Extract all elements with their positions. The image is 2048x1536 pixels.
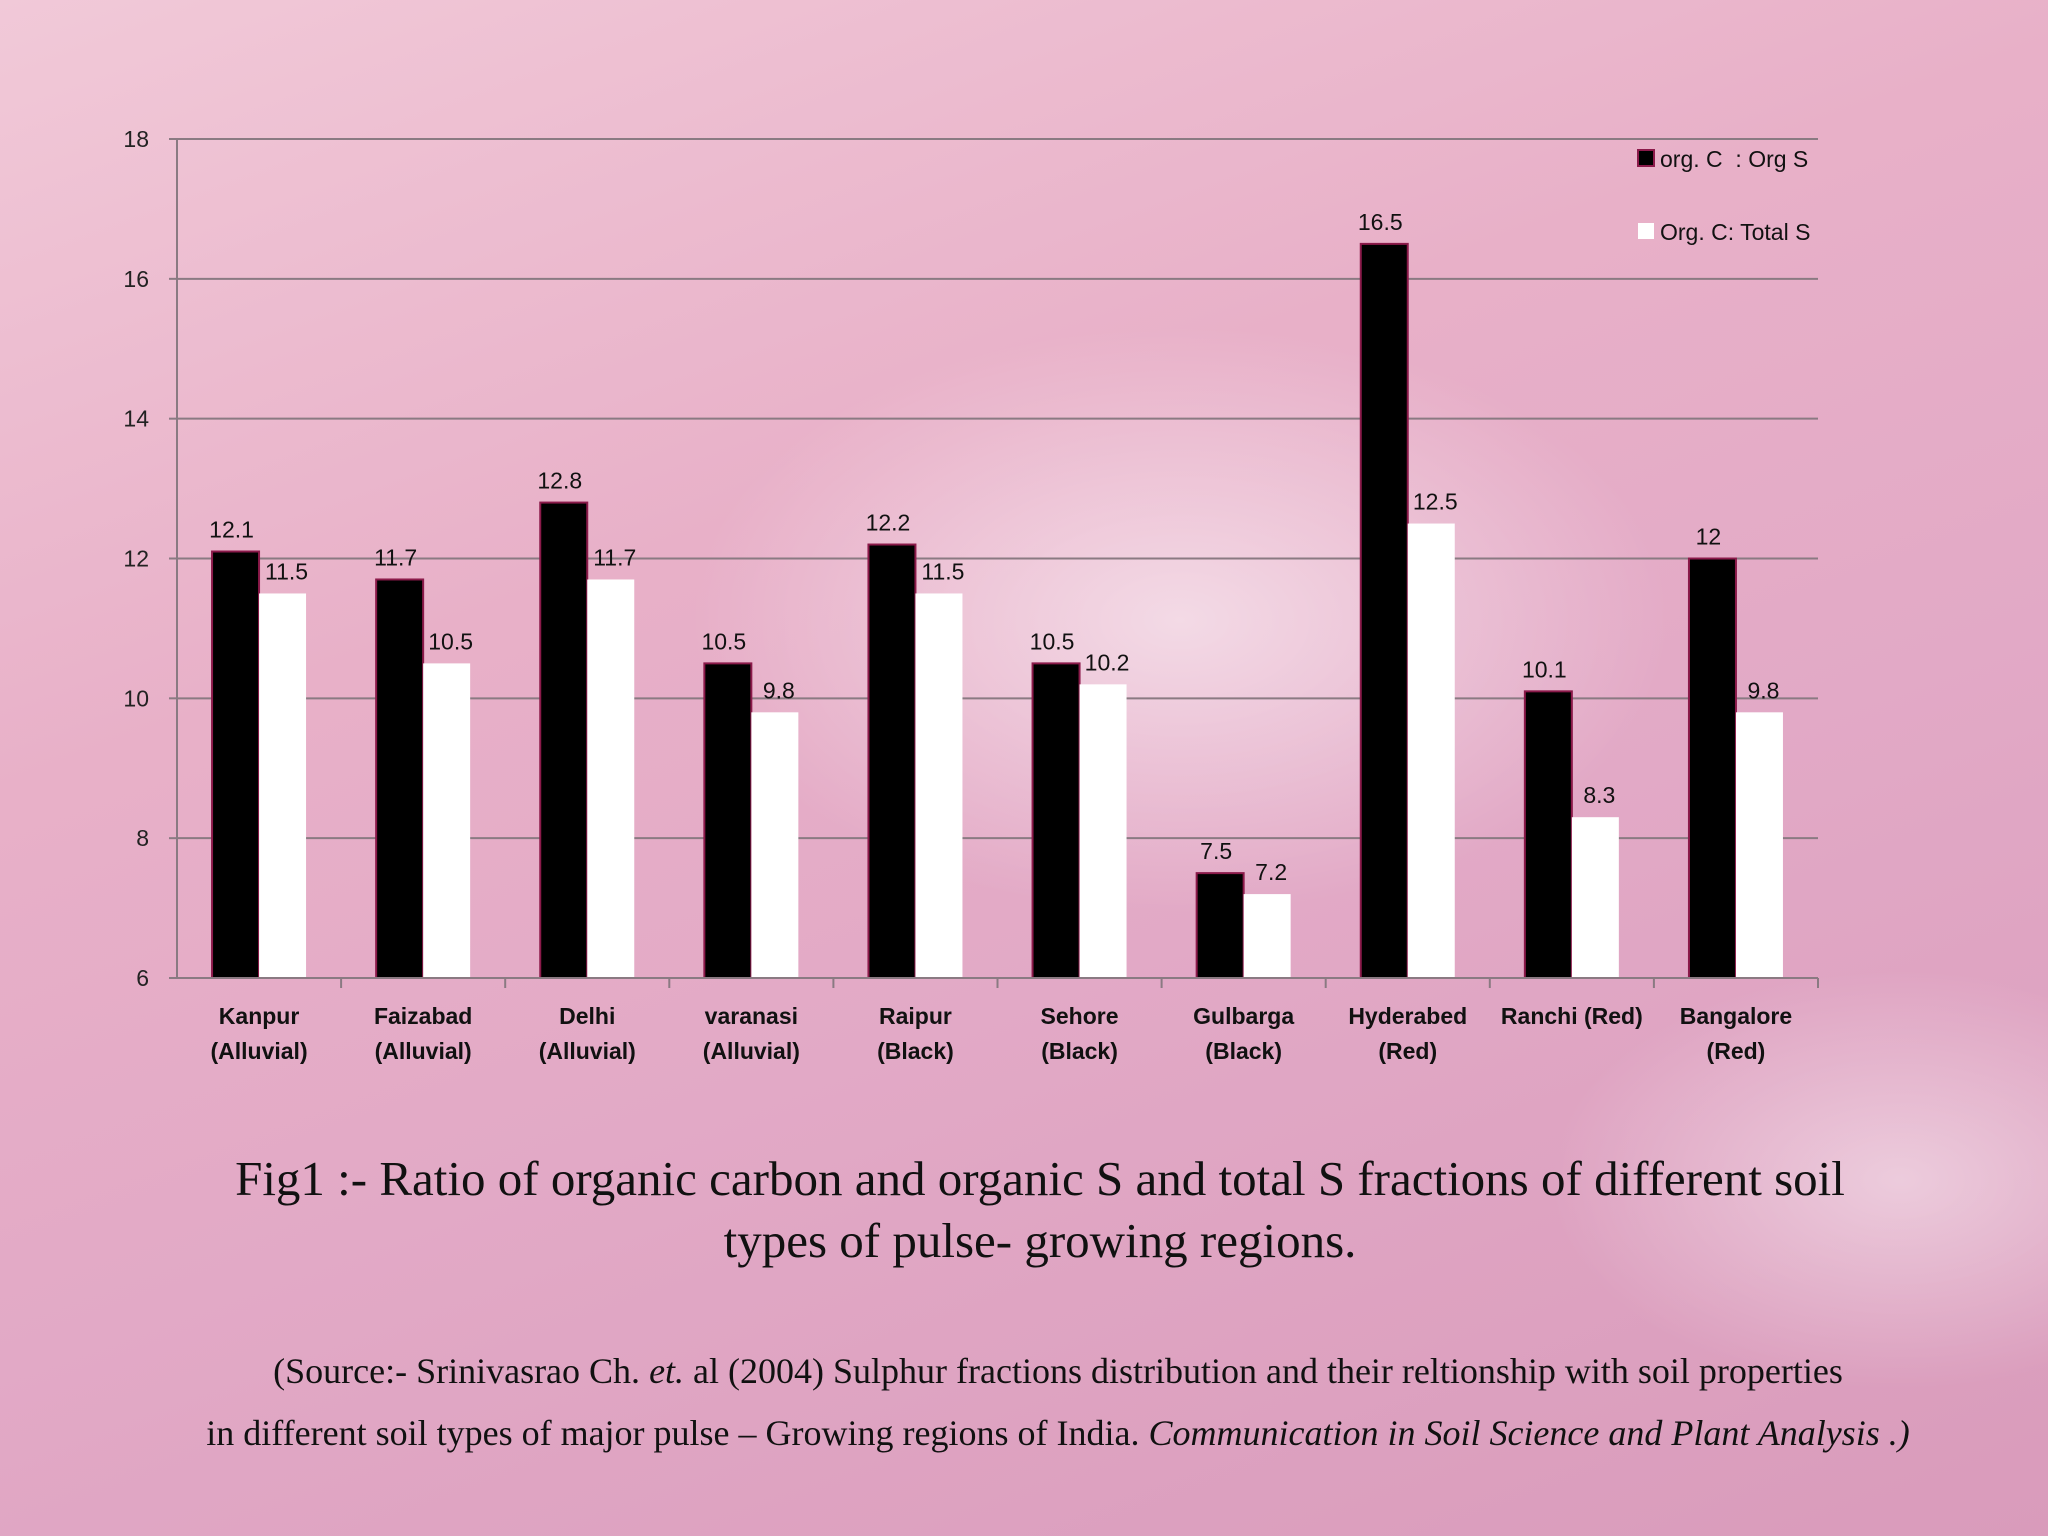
bar-org-c-total-s: [1079, 684, 1127, 978]
caption-line-2: types of pulse- growing regions.: [723, 1213, 1357, 1268]
x-category-label: (Black): [1205, 1038, 1282, 1064]
source-journal: Communication in Soil Science and Plant …: [1148, 1413, 1910, 1453]
bar-org-c-org-s: [1523, 690, 1573, 979]
legend-swatch: [1638, 223, 1654, 239]
bar-org-c-total-s: [1735, 712, 1783, 978]
bar-chart: 6 8 10 12 14 16 18 12.1 11.5 11.7 10.5 12.8 11.7 10.…: [123, 126, 1819, 1064]
y-tick-label: 10: [123, 685, 149, 711]
bar-org-c-org-s: [867, 543, 917, 979]
bar-org-c-total-s: [1571, 817, 1619, 978]
data-label: 11.7: [593, 544, 636, 570]
data-label: 12: [1696, 524, 1722, 550]
bar-org-c-total-s: [751, 712, 799, 978]
bar-org-c-total-s: [1407, 523, 1455, 978]
x-category-label: (Black): [877, 1038, 954, 1064]
x-category-label: Delhi: [559, 1003, 615, 1029]
bars: [211, 242, 1783, 980]
data-label: 7.2: [1255, 859, 1287, 885]
bar-org-c-org-s: [703, 662, 753, 979]
data-label: 9.8: [1747, 677, 1779, 703]
x-category-label: Kanpur: [219, 1003, 300, 1029]
x-category-label: Bangalore: [1680, 1003, 1792, 1029]
x-category-label: (Alluvial): [703, 1038, 800, 1064]
data-label: 12.2: [866, 510, 911, 536]
bar-org-c-total-s: [259, 593, 307, 978]
y-tick-label: 18: [123, 126, 149, 152]
figure-caption: Fig1 :- Ratio of organic carbon and orga…: [150, 1148, 1930, 1272]
x-category-label: (Alluvial): [539, 1038, 636, 1064]
bar-org-c-total-s: [587, 579, 635, 978]
x-category-label: (Black): [1041, 1038, 1118, 1064]
data-labels: 12.1 11.5 11.7 10.5 12.8 11.7 10.5 9.8 12.2 11.5 1…: [209, 209, 1779, 885]
x-category-label: (Alluvial): [210, 1038, 307, 1064]
x-category-label: varanasi: [705, 1003, 798, 1029]
data-label: 11.7: [374, 544, 417, 570]
bar-org-c-org-s: [375, 578, 425, 979]
x-axis: Kanpur (Alluvial) Faizabad (Alluvial) Delhi (…: [177, 977, 1819, 1064]
data-label: 10.2: [1085, 649, 1130, 675]
data-label: 12.1: [209, 517, 254, 543]
caption-line-1: Fig1 :- Ratio of organic carbon and orga…: [235, 1151, 1845, 1206]
source-part-3: in different soil types of major pulse –…: [206, 1413, 1149, 1453]
x-category-label: Gulbarga: [1193, 1003, 1294, 1029]
legend-label: org. C : Org S: [1660, 146, 1808, 172]
data-label: 12.8: [537, 468, 582, 494]
data-label: 9.8: [763, 677, 795, 703]
bar-org-c-org-s: [1359, 242, 1409, 979]
y-tick-label: 14: [123, 406, 149, 432]
bar-org-c-org-s: [539, 501, 589, 979]
bar-org-c-org-s: [1195, 872, 1245, 979]
source-etal: et.: [649, 1351, 685, 1391]
bar-org-c-org-s: [211, 550, 261, 980]
x-category-label: Raipur: [879, 1003, 952, 1029]
legend-swatch: [1637, 149, 1655, 167]
data-label: 11.5: [921, 558, 964, 584]
data-label: 11.5: [265, 558, 308, 584]
y-axis: 6 8 10 12 14 16 18: [123, 126, 178, 991]
x-category-label: Sehore: [1041, 1003, 1119, 1029]
data-label: 10.1: [1522, 656, 1567, 682]
data-label: 12.5: [1413, 489, 1458, 515]
data-label: 10.5: [428, 628, 473, 654]
y-tick-label: 6: [136, 965, 149, 991]
legend: org. C : Org S Org. C: Total S: [1637, 146, 1810, 245]
y-tick-label: 16: [123, 266, 149, 292]
y-tick-label: 12: [123, 546, 149, 572]
source-part-2: al (2004) Sulphur fractions distribution…: [684, 1351, 1843, 1391]
legend-label: Org. C: Total S: [1660, 219, 1810, 245]
x-category-label: (Red): [1707, 1038, 1766, 1064]
bar-org-c-total-s: [423, 663, 471, 978]
data-label: 16.5: [1358, 209, 1403, 235]
source-part-1: (Source:- Srinivasrao Ch.: [273, 1351, 650, 1391]
x-category-label: Hyderabed: [1348, 1003, 1467, 1029]
bar-org-c-total-s: [915, 593, 963, 978]
bar-org-c-org-s: [1031, 662, 1081, 979]
bar-org-c-total-s: [1243, 894, 1291, 978]
x-category-label: (Red): [1378, 1038, 1437, 1064]
bar-org-c-org-s: [1687, 557, 1737, 979]
data-label: 8.3: [1583, 782, 1615, 808]
x-category-label: Faizabad: [374, 1003, 472, 1029]
data-label: 7.5: [1200, 838, 1232, 864]
y-tick-label: 8: [136, 825, 149, 851]
data-label: 10.5: [1030, 628, 1075, 654]
data-label: 10.5: [701, 628, 746, 654]
source-citation: (Source:- Srinivasrao Ch. et. al (2004) …: [168, 1340, 1948, 1464]
x-category-label: (Alluvial): [375, 1038, 472, 1064]
x-category-label: Ranchi (Red): [1501, 1003, 1643, 1029]
